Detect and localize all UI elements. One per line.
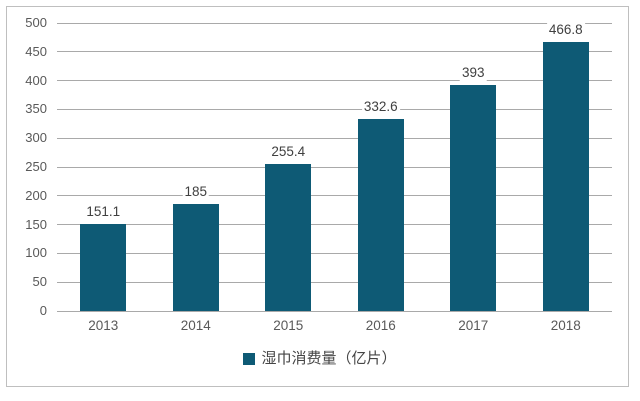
gridline	[57, 108, 612, 110]
gridline	[57, 22, 612, 24]
y-tick-label: 250	[25, 159, 47, 174]
bar-value-label: 151.1	[84, 203, 123, 220]
gridline	[57, 281, 612, 283]
x-tick-label: 2015	[273, 318, 304, 333]
chart-frame	[6, 6, 629, 387]
gridline	[57, 310, 612, 312]
y-tick-label: 200	[25, 187, 47, 203]
x-tick-label: 2017	[458, 318, 489, 333]
y-tick-label: 150	[25, 216, 47, 232]
bar-value-label: 255.4	[269, 143, 308, 160]
gridline	[57, 51, 612, 53]
x-tick-label: 2016	[365, 318, 396, 333]
gridline	[57, 80, 612, 82]
bar-value-label: 332.6	[361, 99, 400, 116]
bar	[357, 119, 404, 311]
bar	[172, 204, 219, 311]
y-tick-label: 100	[25, 245, 47, 261]
bar	[542, 42, 589, 311]
bar-value-label: 466.8	[546, 22, 585, 39]
gridline	[57, 252, 612, 254]
gridline	[57, 195, 612, 197]
x-tick-label: 2013	[88, 318, 119, 333]
x-tick-label: 2018	[550, 318, 581, 333]
legend-swatch-icon	[243, 353, 256, 365]
y-tick-label: 0	[39, 303, 47, 318]
gridline	[57, 137, 612, 139]
bar-value-label: 393	[459, 64, 487, 81]
gridline	[57, 224, 612, 226]
gridline	[57, 166, 612, 168]
bar	[450, 84, 497, 311]
bar	[265, 163, 312, 311]
bar	[80, 223, 127, 311]
y-tick-label: 450	[25, 43, 47, 59]
x-tick-label: 2014	[180, 318, 211, 333]
y-tick-label: 350	[25, 101, 47, 117]
y-tick-label: 300	[25, 130, 47, 146]
legend-label: 湿巾消费量（亿片）	[261, 350, 397, 367]
y-tick-label: 50	[32, 274, 47, 290]
y-tick-label: 400	[25, 72, 47, 88]
bar-value-label: 185	[182, 184, 210, 201]
y-tick-label: 500	[25, 15, 47, 30]
legend: 湿巾消费量（亿片）	[0, 351, 640, 367]
